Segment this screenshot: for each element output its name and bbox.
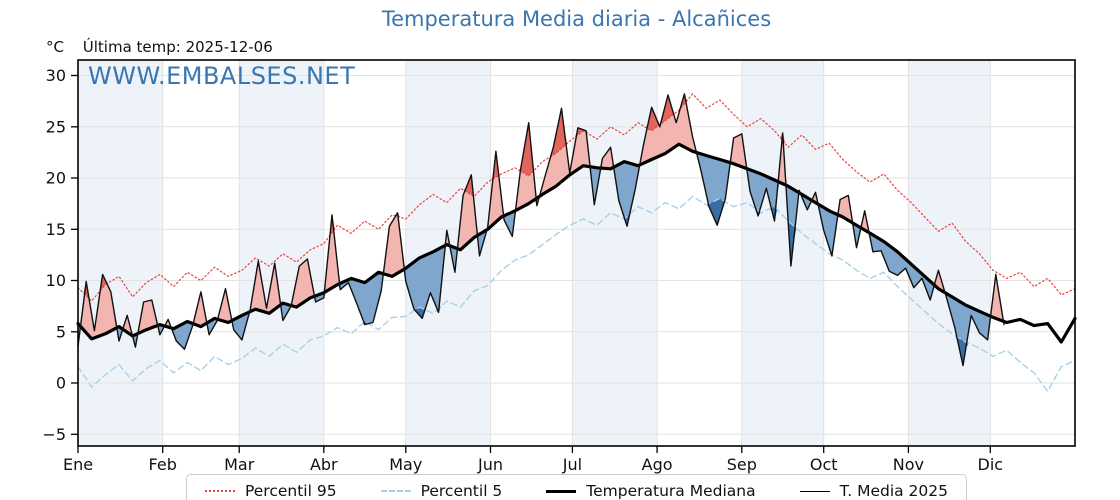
svg-text:Ene: Ene	[63, 455, 93, 474]
percentil-95-line-swatch	[204, 490, 235, 492]
y-axis-units-label: °C	[46, 38, 64, 56]
legend-item-percentil-95: Percentil 95	[204, 482, 337, 500]
subtitle-row: °C Última temp: 2025-12-06	[46, 38, 273, 56]
svg-text:Mar: Mar	[224, 455, 255, 474]
svg-text:20: 20	[46, 169, 66, 188]
svg-text:Dic: Dic	[978, 455, 1004, 474]
svg-text:May: May	[389, 455, 422, 474]
chart-title: Temperatura Media diaria - Alcañices	[381, 7, 772, 31]
legend-label: T. Media 2025	[839, 482, 949, 500]
svg-text:Jul: Jul	[562, 455, 582, 474]
watermark: WWW.EMBALSES.NET	[88, 62, 356, 90]
legend-label: Percentil 5	[420, 482, 503, 500]
svg-text:Sep: Sep	[727, 455, 757, 474]
svg-text:5: 5	[56, 322, 66, 341]
svg-text:15: 15	[46, 220, 66, 239]
svg-text:Feb: Feb	[149, 455, 177, 474]
svg-text:30: 30	[46, 66, 66, 85]
legend-label: Temperatura Mediana	[586, 482, 756, 500]
svg-text:0: 0	[56, 374, 66, 393]
svg-text:Abr: Abr	[310, 455, 338, 474]
percentil-5-line-swatch	[380, 490, 411, 492]
legend-item-t-media-2025: T. Media 2025	[799, 482, 949, 500]
mediana-line-swatch	[546, 489, 577, 493]
t-media-2025-line-swatch	[799, 490, 830, 492]
svg-text:−5: −5	[42, 425, 66, 444]
legend: Percentil 95 Percentil 5 Temperatura Med…	[78, 474, 1075, 500]
legend-box: Percentil 95 Percentil 5 Temperatura Med…	[185, 474, 968, 500]
svg-text:Oct: Oct	[810, 455, 838, 474]
svg-text:25: 25	[46, 117, 66, 136]
svg-text:10: 10	[46, 271, 66, 290]
svg-text:Jun: Jun	[477, 455, 503, 474]
legend-item-percentil-5: Percentil 5	[380, 482, 503, 500]
legend-label: Percentil 95	[244, 482, 337, 500]
svg-text:Ago: Ago	[642, 455, 673, 474]
legend-item-mediana: Temperatura Mediana	[546, 482, 756, 500]
svg-text:Nov: Nov	[893, 455, 924, 474]
last-temp-label: Última temp: 2025-12-06	[82, 38, 273, 56]
